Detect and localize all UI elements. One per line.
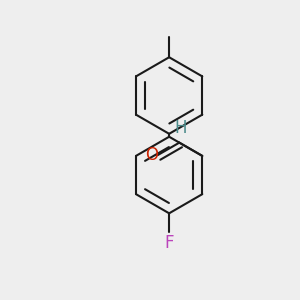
Text: O: O bbox=[145, 146, 158, 164]
Text: F: F bbox=[164, 234, 174, 252]
Text: H: H bbox=[174, 119, 187, 137]
